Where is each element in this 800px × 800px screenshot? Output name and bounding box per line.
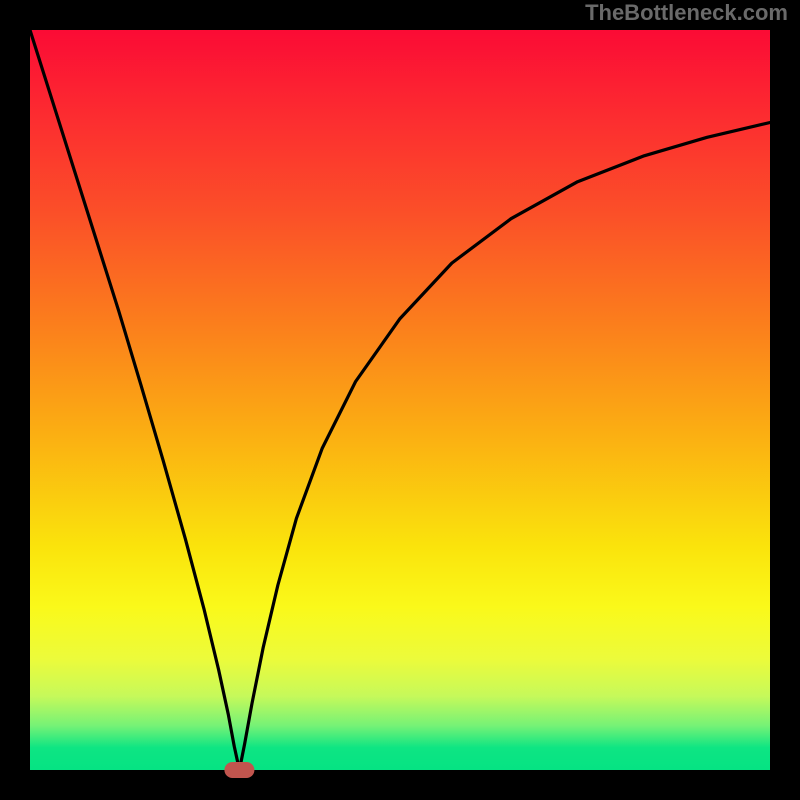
chart-container: TheBottleneck.com bbox=[0, 0, 800, 800]
curve-min-marker bbox=[224, 762, 254, 778]
bottleneck-chart bbox=[0, 0, 800, 800]
chart-background bbox=[30, 30, 770, 770]
